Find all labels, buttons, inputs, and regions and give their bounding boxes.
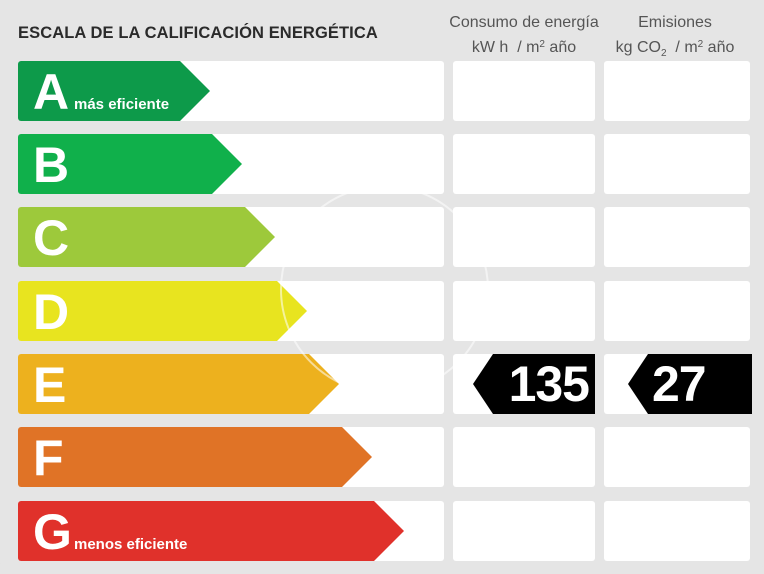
- consumo-header-line2: kW h / m2 año: [471, 39, 577, 56]
- rating-letter: A: [33, 64, 70, 120]
- rating-row-f: F: [0, 427, 764, 487]
- rating-arrow-b: B: [18, 134, 242, 194]
- rating-arrow-f: F: [18, 427, 372, 487]
- emisiones-header-line2: kg CO2 / m2 año: [615, 39, 735, 59]
- chart-title: ESCALA DE LA CALIFICACIÓN ENERGÉTICA: [18, 24, 378, 42]
- consumo-cell: [453, 501, 595, 561]
- rating-bar-cell: E: [18, 354, 444, 414]
- rating-sublabel: menos eficiente: [74, 536, 188, 553]
- emisiones-cell: [604, 427, 750, 487]
- rating-letter: C: [33, 210, 70, 266]
- rating-row-c: C: [0, 207, 764, 267]
- consumo-cell: [453, 207, 595, 267]
- consumo-cell: [453, 61, 595, 121]
- rating-letter: B: [33, 137, 70, 193]
- rating-bar-cell: C: [18, 207, 444, 267]
- rating-bar-cell: F: [18, 427, 444, 487]
- emisiones-cell: [604, 501, 750, 561]
- rating-arrow-c: C: [18, 207, 275, 267]
- emisiones-cell: [604, 134, 750, 194]
- rating-sublabel: más eficiente: [74, 96, 170, 113]
- emisiones-header-line1: Emisiones: [638, 14, 712, 31]
- rating-row-g: G menos eficiente: [0, 501, 764, 561]
- rating-arrow-g: G menos eficiente: [18, 501, 404, 561]
- consumo-cell: [453, 134, 595, 194]
- rating-letter: F: [33, 430, 64, 486]
- rating-row-d: D: [0, 281, 764, 341]
- rating-bar-cell: G menos eficiente: [18, 501, 444, 561]
- rating-row-b: B: [0, 134, 764, 194]
- column-header-emisiones: Emisiones kg CO2 / m2 año: [600, 12, 750, 65]
- emisiones-cell: [604, 207, 750, 267]
- rating-letter: E: [33, 357, 67, 413]
- consumo-value-badge: 135: [473, 354, 595, 414]
- rating-bar-cell: A más eficiente: [18, 61, 444, 121]
- consumo-cell: 135: [453, 354, 595, 414]
- rating-bar-cell: D: [18, 281, 444, 341]
- rating-arrow-e: E: [18, 354, 339, 414]
- rating-arrow-a: A más eficiente: [18, 61, 210, 121]
- emisiones-value: 27: [652, 356, 707, 412]
- emisiones-cell: 27: [604, 354, 752, 414]
- consumo-header-line1: Consumo de energía: [449, 14, 599, 31]
- consumo-cell: [453, 427, 595, 487]
- rating-letter: G: [33, 504, 72, 560]
- consumo-value: 135: [508, 356, 590, 412]
- emisiones-cell: [604, 281, 750, 341]
- rating-row-e: E 135 27: [0, 354, 764, 414]
- column-header-consumo: Consumo de energía kW h / m2 año: [443, 12, 605, 59]
- rating-bar-cell: B: [18, 134, 444, 194]
- rating-row-a: A más eficiente: [0, 61, 764, 121]
- emisiones-value-badge: 27: [628, 354, 752, 414]
- rating-letter: D: [33, 284, 70, 340]
- emisiones-cell: [604, 61, 750, 121]
- consumo-cell: [453, 281, 595, 341]
- rating-arrow-d: D: [18, 281, 307, 341]
